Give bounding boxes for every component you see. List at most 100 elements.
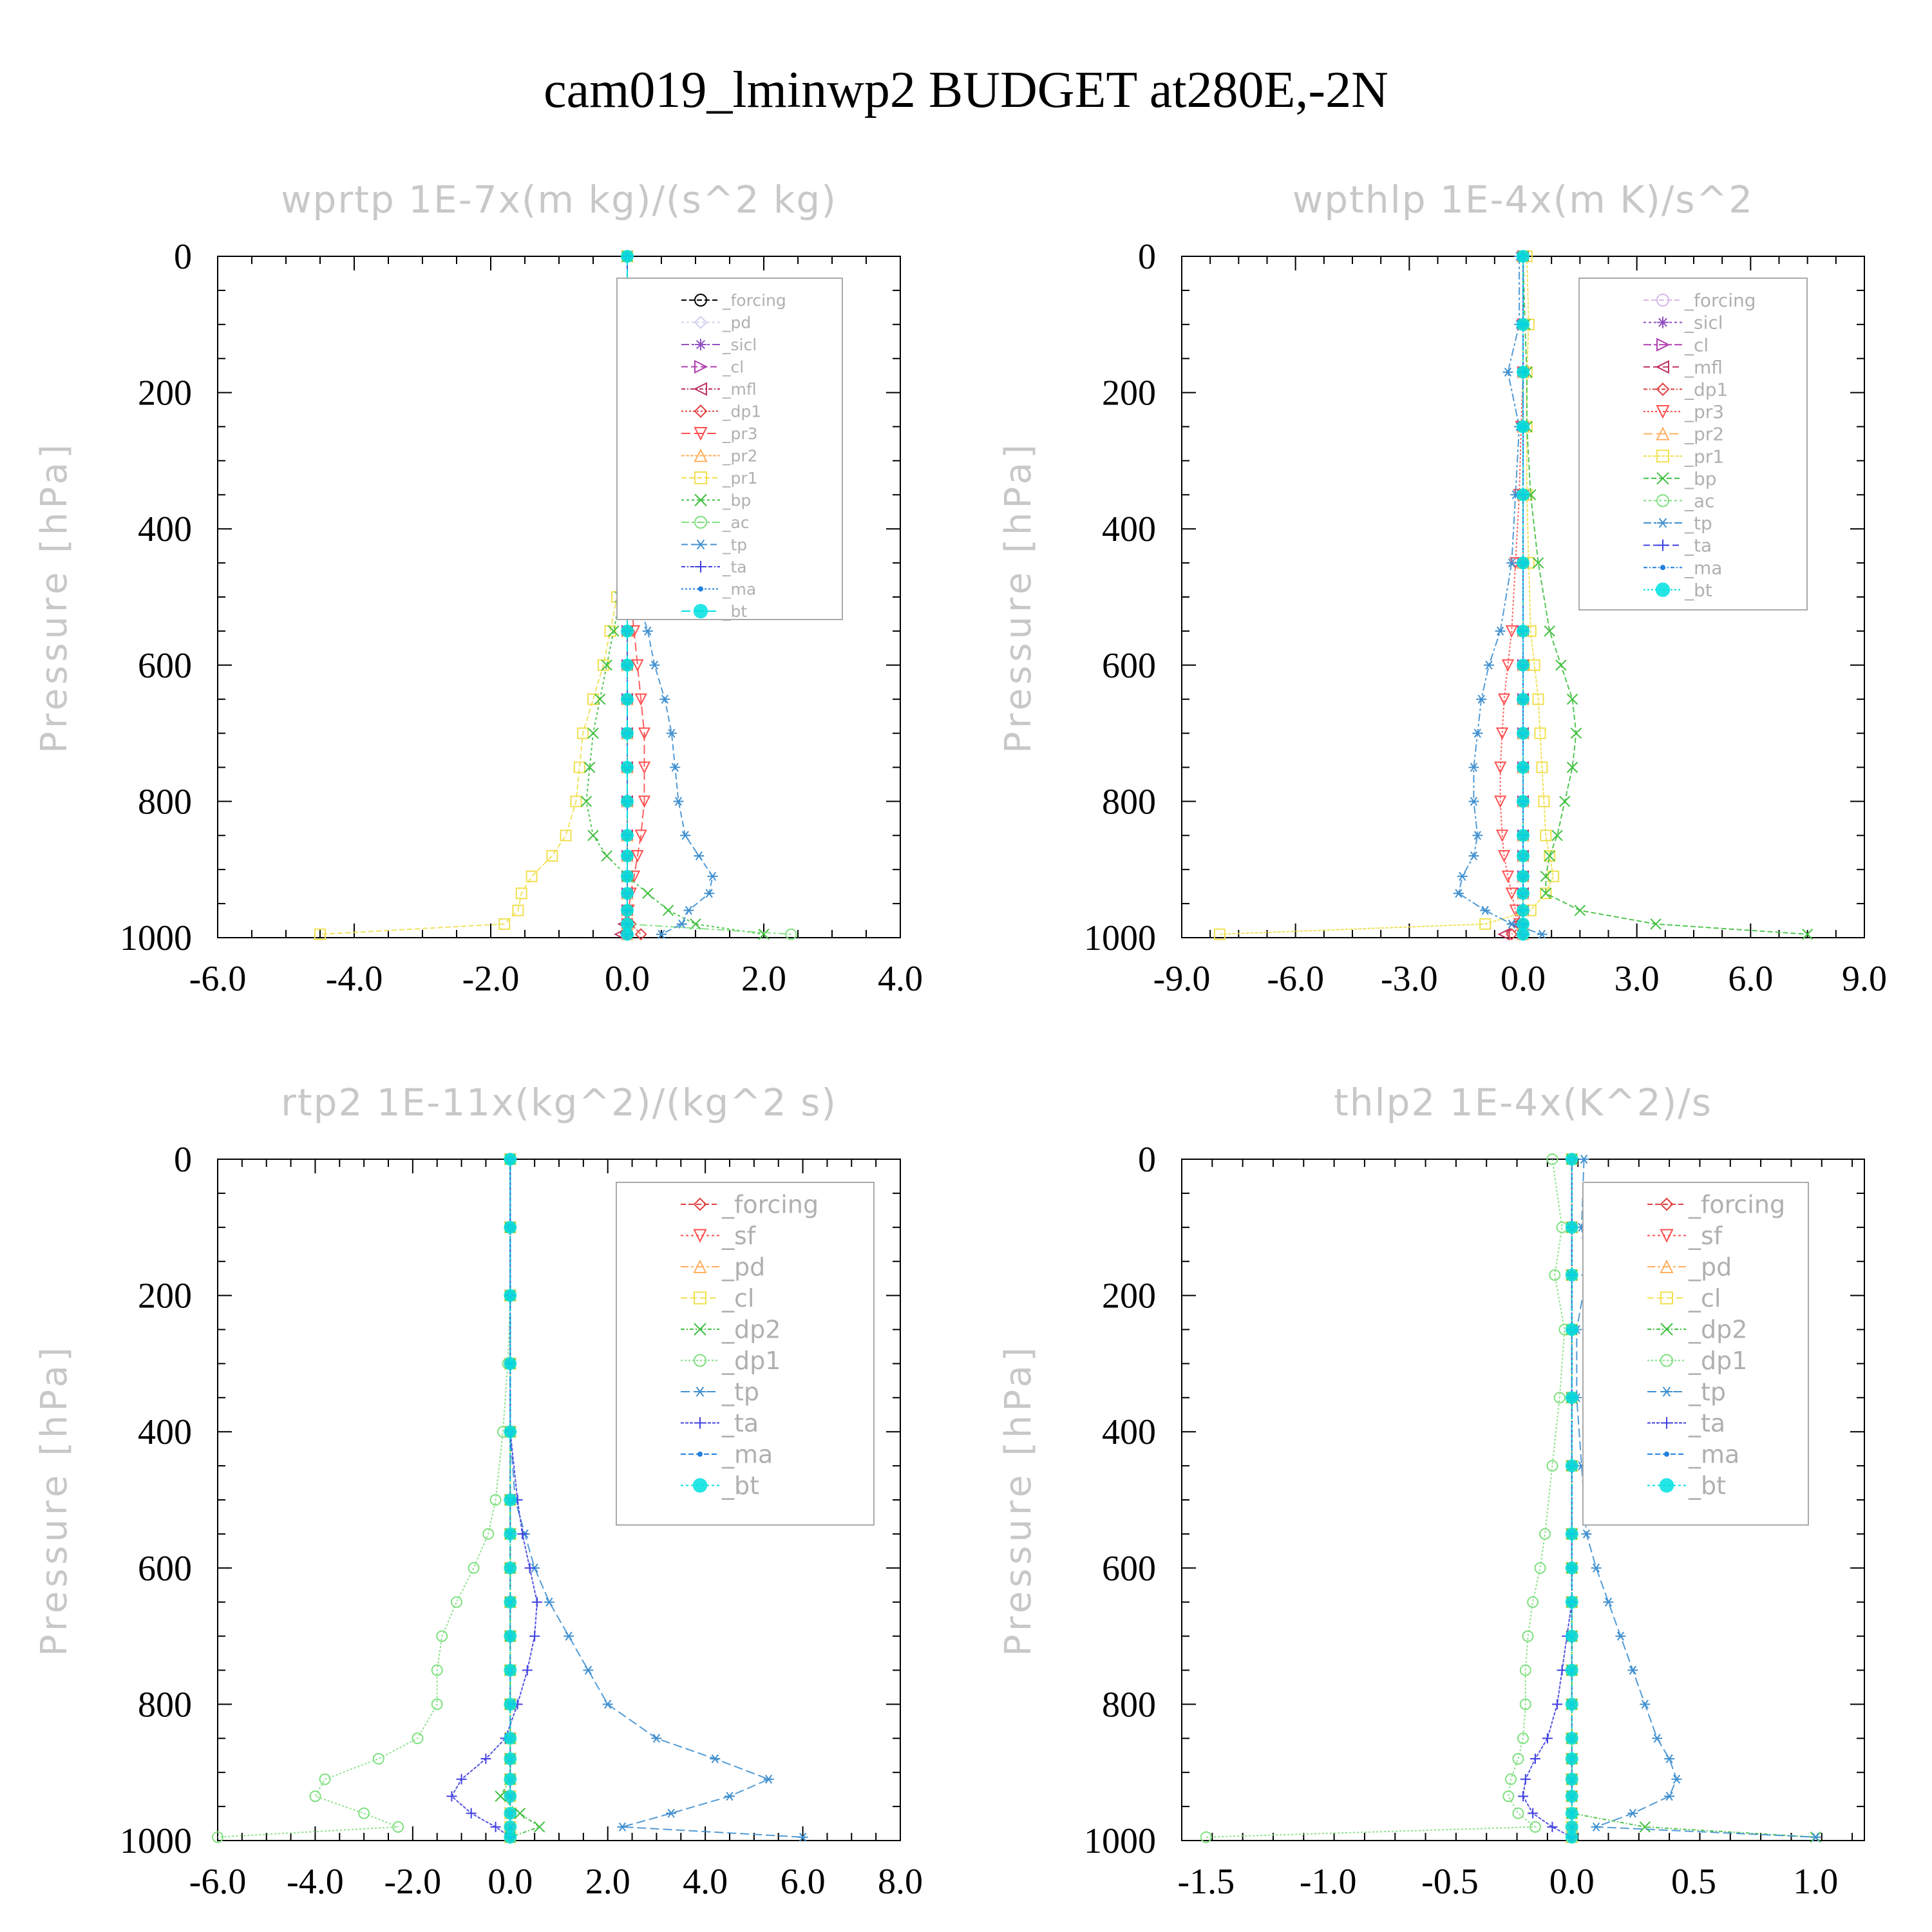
legend-label: _cl	[1684, 334, 1709, 355]
data-point-bt	[1517, 556, 1530, 570]
data-point-bp	[1532, 557, 1544, 569]
legend-marker	[694, 359, 708, 374]
data-point-pr1	[587, 693, 599, 705]
data-point-tp	[683, 905, 694, 915]
x-tick-label: -2.0	[384, 1862, 442, 1902]
legend-marker	[694, 404, 708, 418]
legend-marker	[694, 1291, 706, 1305]
legend-label: _forcing	[722, 291, 786, 310]
data-point-bt	[1517, 624, 1530, 638]
legend-label: _ta	[1688, 1409, 1725, 1437]
data-point-dp1	[468, 1562, 480, 1574]
data-point-pr3	[634, 829, 647, 842]
data-point-bt	[1565, 1830, 1578, 1844]
data-point-bp	[587, 829, 599, 842]
legend-label: _ma	[722, 580, 756, 599]
y-tick-label: 0	[174, 237, 192, 277]
data-point-ta	[480, 1754, 491, 1765]
legend-label: _bp	[722, 491, 751, 510]
data-point-tp	[1591, 1563, 1602, 1573]
data-point-pr1	[1479, 918, 1492, 930]
x-tick-label: 0.0	[605, 959, 650, 999]
data-point-tp	[1810, 1832, 1821, 1842]
data-point-bt	[1517, 365, 1530, 379]
data-point-ta	[1518, 1791, 1528, 1802]
data-point-dp1	[1527, 1596, 1539, 1608]
legend-label: _bt	[721, 1472, 759, 1500]
data-point-pr3	[638, 795, 651, 808]
data-point-tp	[1578, 1155, 1589, 1164]
data-point-bt	[1517, 658, 1530, 672]
data-point-tp	[1664, 1754, 1675, 1764]
data-point-bp	[1650, 918, 1662, 930]
y-tick-label: 0	[1138, 237, 1156, 277]
data-point-pr1	[1532, 693, 1544, 705]
data-point-bp	[594, 693, 606, 705]
data-point-tp	[710, 1754, 721, 1764]
x-tick-label: 3.0	[1615, 959, 1660, 999]
legend-marker	[1656, 294, 1669, 307]
x-tick-label: 6.0	[781, 1862, 826, 1902]
y-tick-label: 1000	[120, 1821, 192, 1861]
x-tick-label: 0.0	[1501, 959, 1546, 999]
data-point-tp	[1453, 889, 1464, 898]
y-tick-label: 800	[138, 1685, 192, 1725]
data-point-bt	[1565, 1790, 1578, 1803]
legend-marker	[1660, 1323, 1673, 1336]
legend-marker	[1660, 1259, 1674, 1273]
data-point-pr3	[1494, 761, 1507, 774]
legend-marker	[1657, 518, 1669, 528]
data-point-pr1	[1538, 795, 1550, 808]
data-point-tp	[1472, 728, 1483, 738]
series-line-ta	[451, 1159, 538, 1838]
data-point-tp	[763, 1774, 774, 1784]
legend-label: _pr1	[722, 469, 758, 488]
panel-title: wpthlp 1E-4x(m K)/s^2	[1293, 178, 1754, 222]
legend-marker	[1657, 316, 1669, 328]
data-point-tp	[564, 1631, 574, 1641]
legend-marker	[694, 427, 708, 441]
y-tick-label: 800	[1102, 1685, 1156, 1725]
data-point-ta	[1552, 1699, 1562, 1710]
data-point-bt	[621, 869, 634, 883]
data-point-pr3	[631, 659, 644, 672]
data-point-pr3	[1497, 850, 1511, 863]
legend-marker	[694, 1387, 706, 1397]
data-point-bt	[504, 1772, 517, 1786]
y-tick-label: 400	[138, 509, 192, 549]
data-point-tp	[1671, 1774, 1682, 1784]
data-point-tp	[1506, 919, 1517, 929]
data-point-dp1	[1502, 1790, 1515, 1803]
legend-marker	[695, 561, 706, 573]
data-point-bt	[1565, 1153, 1578, 1166]
data-point-tp	[707, 871, 718, 881]
data-point-tp	[724, 1792, 735, 1801]
data-point-bt	[504, 1752, 517, 1766]
data-point-bt	[1565, 1595, 1578, 1609]
data-point-bt	[1517, 317, 1530, 331]
data-point-pr3	[1501, 870, 1515, 884]
data-point-dp1	[1517, 1732, 1529, 1745]
data-point-bt	[1565, 1459, 1578, 1473]
y-axis-label: Pressure [hPa]	[33, 440, 75, 753]
legend: _forcing _sf _pd_cl _dp2 _dp1 _tp _ta _ma _bt	[616, 1182, 875, 1526]
legend-label: _ta	[1684, 535, 1712, 556]
x-tick-label: -1.5	[1178, 1862, 1235, 1902]
legend-marker	[693, 1259, 707, 1273]
legend-marker	[692, 1478, 708, 1493]
data-point-bt	[1565, 1752, 1578, 1766]
data-point-bt	[1565, 1732, 1578, 1745]
data-point-dp1	[372, 1753, 384, 1765]
data-point-pr1	[1536, 761, 1548, 773]
legend: _forcing_sicl_cl_mfl_dp1_pr3_pr2_pr1_bp_…	[1578, 278, 1808, 611]
data-point-tp	[694, 851, 705, 861]
data-point-bt	[504, 1830, 517, 1844]
data-point-tp	[583, 1665, 594, 1675]
data-point-bt	[621, 849, 634, 863]
data-point-tp	[1468, 851, 1479, 861]
data-point-tp	[1640, 1700, 1651, 1709]
data-point-tp	[1495, 626, 1506, 636]
y-tick-label: 600	[1102, 1549, 1156, 1589]
data-point-tp	[666, 1808, 677, 1818]
data-point-bt	[1565, 1391, 1578, 1405]
